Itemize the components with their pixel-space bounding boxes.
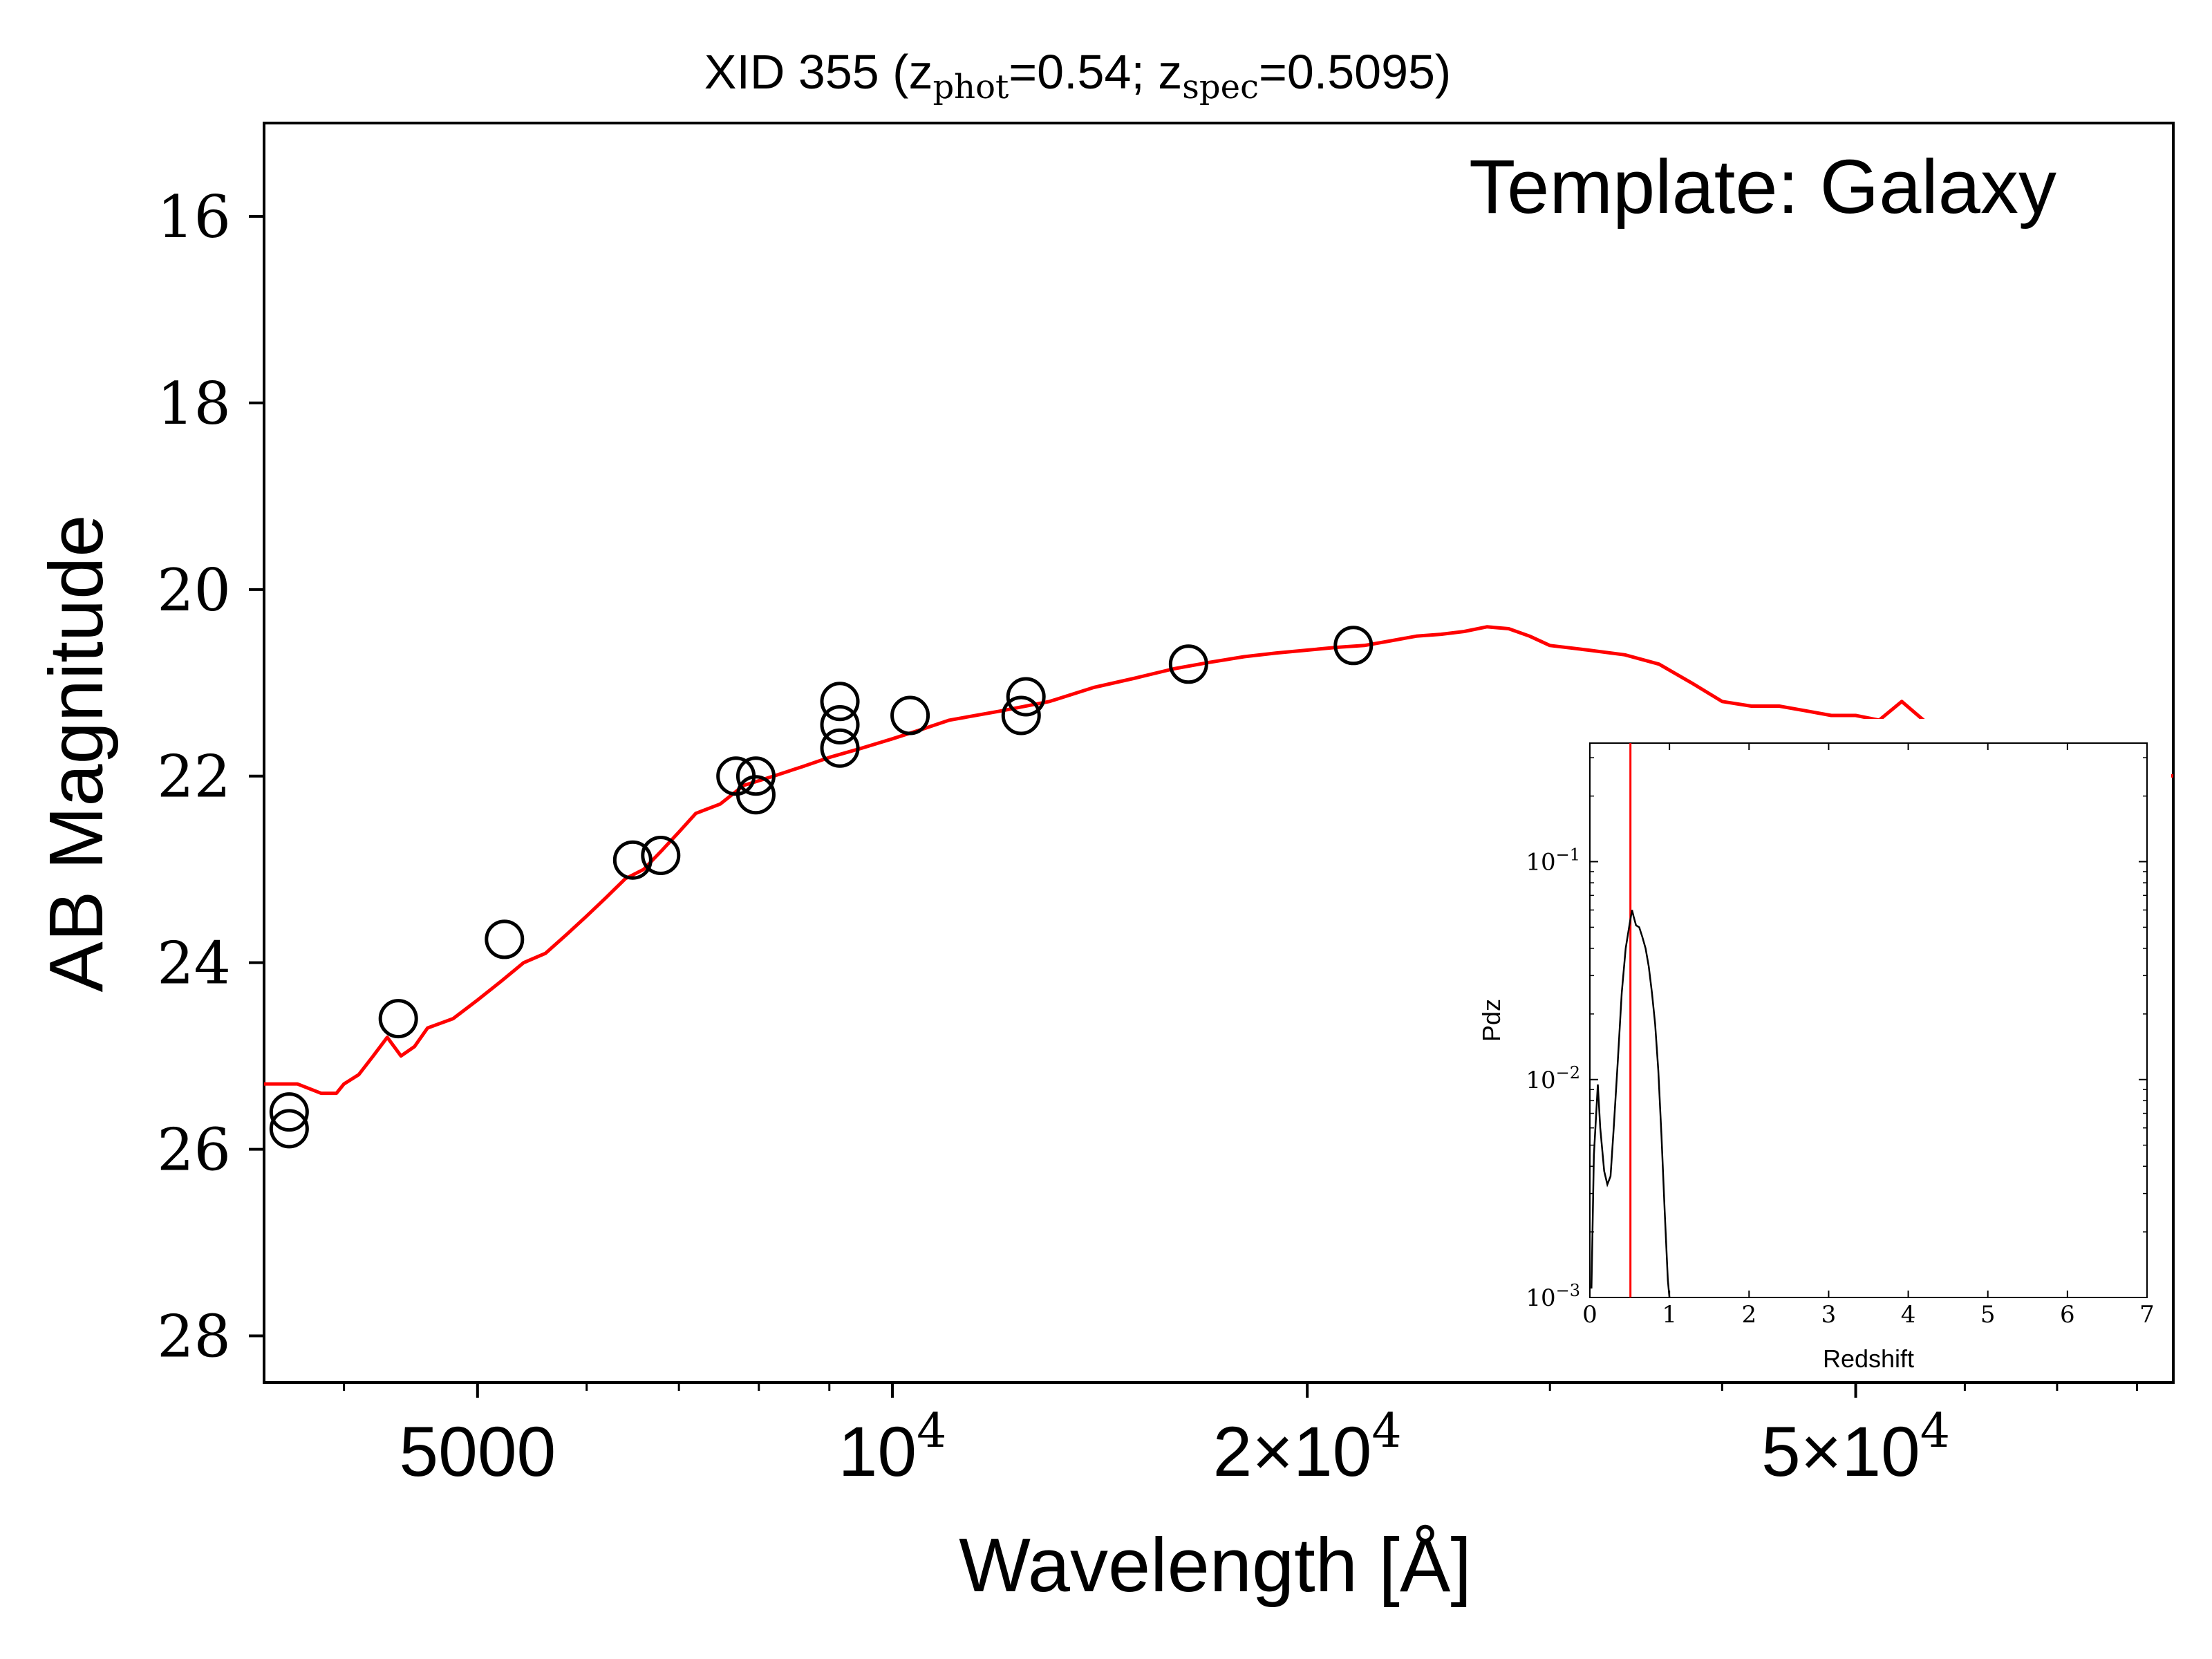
title-prefix: XID 355 (z <box>704 45 933 99</box>
photometry-point <box>735 775 776 815</box>
inset-x-ticks: 0 1 2 3 4 5 6 7 <box>1582 743 2155 1329</box>
x-tick-label: 5000 <box>399 1412 556 1491</box>
photometry-point <box>485 919 525 959</box>
x-tick-label: 104 <box>838 1404 947 1491</box>
y-tick-label: 20 <box>157 556 231 624</box>
y-axis-label: AB Magnitude <box>34 515 119 993</box>
inset-x-tick-label: 2 <box>1741 1301 1756 1329</box>
inset-y-label: Pdz <box>1477 999 1506 1042</box>
photometry-point <box>820 705 860 745</box>
photometry-point <box>612 840 653 880</box>
inset-y-tick-label: 10−1 <box>1526 845 1580 877</box>
inset-y-tick-label: 10−3 <box>1526 1281 1580 1312</box>
y-tick-label: 24 <box>157 930 231 997</box>
photometry-point <box>378 999 418 1039</box>
photometry-point <box>820 682 860 722</box>
photometry-point <box>641 835 681 875</box>
y-tick-label: 18 <box>157 370 231 438</box>
inset-x-tick-label: 4 <box>1901 1301 1916 1329</box>
photometry-point <box>1333 626 1374 666</box>
inset-y-tick-label: 10−2 <box>1526 1063 1580 1094</box>
photometry-point <box>1168 644 1208 684</box>
photometry-point <box>890 695 930 735</box>
inset-plot: 10−3 10−2 10−1 0 1 2 3 4 5 6 7 Redshift Pdz <box>1469 719 2171 1381</box>
photometry-point <box>820 728 860 768</box>
photometry-point <box>1001 695 1041 735</box>
photometry-point <box>735 756 776 796</box>
inset-x-tick-label: 5 <box>1980 1301 1996 1329</box>
photometry-point <box>1006 677 1046 717</box>
inset-x-tick-label: 6 <box>2060 1301 2075 1329</box>
x-tick-label: 5×104 <box>1761 1404 1950 1491</box>
title-mid: =0.54; z <box>1009 45 1182 99</box>
title-suffix: =0.5095) <box>1259 45 1451 99</box>
inset-x-tick-label: 3 <box>1821 1301 1837 1329</box>
inset-x-label: Redshift <box>1823 1344 1914 1373</box>
inset-y-ticks: 10−3 10−2 10−1 <box>1526 757 2147 1312</box>
x-tick-label: 2×104 <box>1213 1404 1402 1491</box>
model-spectrum-line <box>264 625 2173 1096</box>
x-axis-ticks: 5000 104 2×104 5×104 <box>343 1382 2139 1491</box>
title-sub-spec: spec <box>1182 68 1259 106</box>
photometry-point <box>269 1092 309 1132</box>
y-tick-label: 28 <box>157 1303 231 1371</box>
inset-frame <box>1589 742 2148 1298</box>
y-tick-label: 16 <box>157 183 231 251</box>
x-axis-label: Wavelength [Å] <box>959 1523 1472 1608</box>
inset-x-tick-label: 7 <box>2139 1301 2155 1329</box>
title-sub-phot: phot <box>932 68 1009 106</box>
chart-title: XID 355 (zphot=0.54; zspec=0.5095) <box>704 45 1452 106</box>
inset-x-tick-label: 1 <box>1662 1301 1677 1329</box>
photometry-points <box>269 626 1374 1149</box>
inset-background <box>1469 719 2171 1381</box>
template-annotation: Template: Galaxy <box>1469 144 2056 229</box>
y-axis-ticks: 16 18 20 22 24 26 28 <box>157 183 264 1371</box>
y-tick-label: 26 <box>157 1116 231 1184</box>
photometry-point <box>269 1109 309 1149</box>
inset-x-tick-label: 0 <box>1582 1301 1597 1329</box>
y-tick-label: 22 <box>157 743 231 811</box>
pdz-curve <box>1591 910 1671 1297</box>
